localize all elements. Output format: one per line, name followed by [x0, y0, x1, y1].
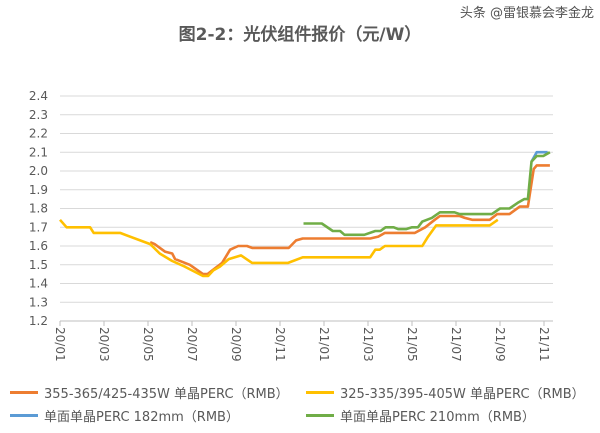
series-line-0: [149, 164, 550, 276]
legend-item-0: 355-365/425-435W 单晶PERC（RMB）: [10, 383, 289, 402]
x-tick-label: 21/07: [449, 327, 463, 362]
chart-title: 图2-2：光伏组件报价（元/W）: [178, 25, 422, 45]
y-tick-label: 2.2: [29, 127, 48, 141]
x-tick-label: 21/11: [537, 327, 551, 362]
x-tick-label: 20/11: [273, 327, 287, 362]
x-tick-label: 21/03: [361, 327, 375, 362]
x-tick-label: 21/05: [405, 327, 419, 362]
y-tick-label: 1.4: [29, 277, 48, 291]
x-tick-label: 21/01: [317, 327, 331, 362]
y-tick-label: 2.0: [29, 164, 48, 178]
legend-item-2: 单面单晶PERC 182mm（RMB）: [10, 406, 239, 425]
y-tick-label: 2.1: [29, 145, 48, 159]
legend-label: 单面单晶PERC 210mm（RMB）: [340, 410, 535, 425]
x-tick-label: 20/09: [229, 327, 243, 362]
y-tick-label: 2.4: [29, 89, 48, 103]
y-tick-label: 1.8: [29, 202, 48, 216]
legend-label: 355-365/425-435W 单晶PERC（RMB）: [44, 387, 289, 402]
y-tick-label: 2.3: [29, 108, 48, 122]
watermark: 头条 @雷银慕会李金龙: [459, 6, 594, 21]
legend-item-3: 单面单晶PERC 210mm（RMB）: [306, 406, 535, 425]
x-tick-label: 20/07: [185, 327, 199, 362]
y-tick-label: 1.9: [29, 183, 48, 197]
x-tick-label: 20/05: [141, 327, 155, 362]
x-tick-label: 20/03: [97, 327, 111, 362]
series-line-1: [59, 218, 499, 278]
legend-item-1: 325-335/395-405W 单晶PERC（RMB）: [306, 383, 585, 402]
legend-swatch: [10, 414, 38, 417]
legend-swatch: [306, 414, 334, 417]
series-line-3: [303, 151, 551, 237]
x-tick-label: 20/01: [53, 327, 67, 362]
y-tick-label: 1.7: [29, 220, 48, 234]
y-tick-label: 1.2: [29, 314, 48, 328]
y-tick-label: 1.5: [29, 258, 48, 272]
legend-swatch: [306, 391, 334, 394]
legend-label: 单面单晶PERC 182mm（RMB）: [44, 410, 239, 425]
y-tick-label: 1.6: [29, 239, 48, 253]
y-tick-label: 1.3: [29, 295, 48, 309]
legend-label: 325-335/395-405W 单晶PERC（RMB）: [340, 387, 585, 402]
x-tick-label: 21/09: [493, 327, 507, 362]
legend-swatch: [10, 391, 38, 394]
